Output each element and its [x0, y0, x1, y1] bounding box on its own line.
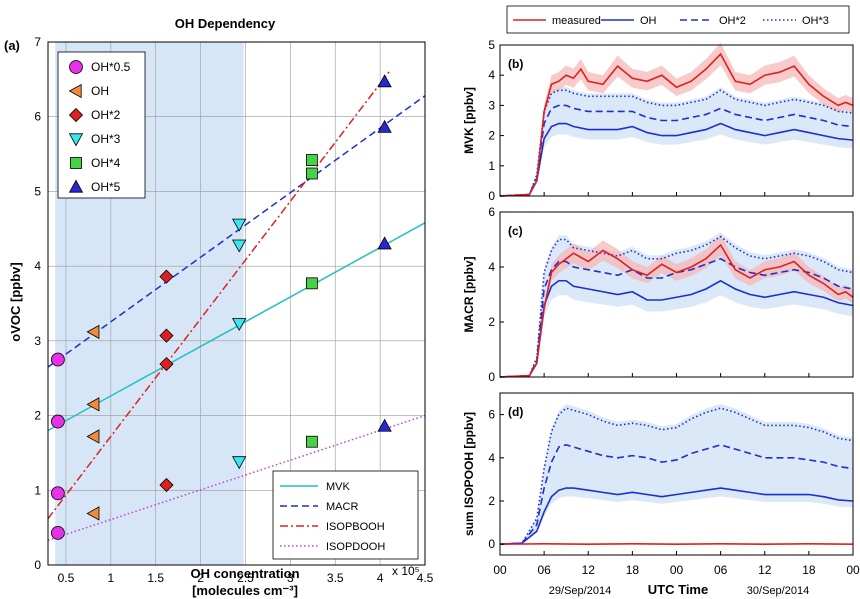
panel-b: 0 1 2 3 4 5 (b) MVK [ppbv] — [462, 38, 853, 203]
y-tick-label: 6 — [34, 110, 41, 124]
legend-label: OH*4 — [91, 156, 121, 170]
y-tick-label: 2 — [488, 315, 495, 329]
data-point-mvk — [306, 278, 317, 289]
y-tick-label: 0 — [34, 558, 41, 572]
panel-label: (c) — [508, 224, 523, 238]
data-point-isopbooh — [306, 155, 317, 166]
model-range-band — [500, 404, 853, 544]
data-point-isopdooh — [306, 436, 317, 447]
panel-label-a: (a) — [4, 38, 20, 53]
y-tick-label: 3 — [488, 98, 495, 112]
model-range-band — [500, 87, 853, 196]
y-tick-label: 7 — [34, 35, 41, 49]
y-tick-label: 3 — [34, 334, 41, 348]
x-tick-label: 1 — [107, 571, 114, 585]
panel-label: (b) — [508, 57, 523, 71]
left-y-axis-label: oVOC [ppbv] — [8, 262, 23, 341]
x-tick-label: 0.5 — [58, 571, 75, 585]
date-label-1: 29/Sep/2014 — [549, 585, 611, 597]
time-tick-label: 00 — [493, 563, 507, 577]
left-title: OH Dependency — [175, 16, 276, 31]
panel-label: (d) — [508, 405, 523, 419]
x-axis-exponent: x 10⁵ — [392, 564, 420, 578]
data-point-macr — [306, 168, 317, 179]
x-tick-label: 3.5 — [327, 571, 344, 585]
panel-d: 0 2 4 6 (d) sum ISOPOOH [ppbv] — [462, 393, 853, 555]
time-tick-label: 18 — [802, 563, 816, 577]
y-tick-label: 0 — [488, 189, 495, 203]
y-tick-label: 2 — [488, 494, 495, 508]
time-tick-label: 12 — [758, 563, 772, 577]
legend-label: MACR — [326, 501, 358, 513]
y-axis-label: sum ISOPOOH [ppbv] — [462, 412, 476, 536]
time-tick-label: 00 — [846, 563, 860, 577]
x-tick-label: 4 — [377, 571, 384, 585]
left-x-axis-units: [molecules cm⁻³] — [192, 583, 298, 598]
legend-label: measured — [552, 15, 601, 27]
y-axis-label: MVK [ppbv] — [462, 87, 476, 154]
legend-marker — [70, 61, 83, 74]
legend-label: MVK — [326, 481, 351, 493]
oh-dependency-chart: 0.5 1 1.5 2 2.5 3 3.5 4 4.501234567OH*0.5OHOH*2O… — [34, 35, 433, 585]
y-axis-label: MACR [ppbv] — [462, 257, 476, 333]
y-tick-label: 4 — [488, 260, 495, 274]
y-tick-label: 4 — [488, 451, 495, 465]
y-tick-label: 2 — [34, 409, 41, 423]
marker-legend: OH*0.5 OH OH*2 OH*3 OH*4 OH*5 — [58, 52, 145, 198]
y-tick-label: 6 — [488, 205, 495, 219]
data-point-macr — [51, 353, 64, 366]
y-tick-label: 0 — [488, 537, 495, 551]
legend-label: ISOPDOOH — [326, 541, 385, 553]
y-tick-label: 5 — [488, 38, 495, 52]
left-x-axis-label: OH concentration — [190, 566, 299, 581]
time-tick-label: 18 — [626, 563, 640, 577]
data-point-isopbooh — [51, 487, 64, 500]
y-tick-label: 6 — [488, 408, 495, 422]
time-tick-label: 06 — [537, 563, 551, 577]
y-tick-label: 2 — [488, 129, 495, 143]
x-tick-label: 1.5 — [147, 571, 164, 585]
y-tick-label: 1 — [488, 159, 495, 173]
legend-label: OH*2 — [91, 108, 121, 122]
y-tick-label: 4 — [34, 259, 41, 273]
legend-label: OH*5 — [91, 180, 121, 194]
y-tick-label: 1 — [34, 483, 41, 497]
date-label-2: 30/Sep/2014 — [747, 585, 809, 597]
model-range-band — [500, 233, 853, 377]
data-point-mvk — [51, 415, 64, 428]
legend-marker — [71, 158, 82, 169]
legend-label: ISOPBOOH — [326, 521, 385, 533]
y-tick-label: 4 — [488, 68, 495, 82]
legend-label: OH*2 — [719, 15, 746, 27]
time-tick-label: 12 — [582, 563, 596, 577]
legend-label: OH — [91, 84, 109, 98]
time-tick-label: 00 — [670, 563, 684, 577]
legend-label: OH*3 — [802, 15, 829, 27]
data-point-isopdooh — [51, 526, 64, 539]
y-tick-label: 0 — [488, 370, 495, 384]
right-x-axis-label: UTC Time — [648, 582, 708, 597]
line-legend: MVK MACR ISOPBOOH ISOPDOOH — [273, 471, 418, 559]
legend-label: OH*0.5 — [91, 60, 131, 74]
time-series-legend: measured OH OH*2 OH*3 — [507, 6, 849, 33]
legend-label: OH*3 — [91, 132, 121, 146]
time-tick-label: 06 — [714, 563, 728, 577]
panel-c: 0 2 4 6 (c) MACR [ppbv] — [462, 205, 853, 384]
legend-label: OH — [640, 15, 657, 27]
y-tick-label: 5 — [34, 184, 41, 198]
